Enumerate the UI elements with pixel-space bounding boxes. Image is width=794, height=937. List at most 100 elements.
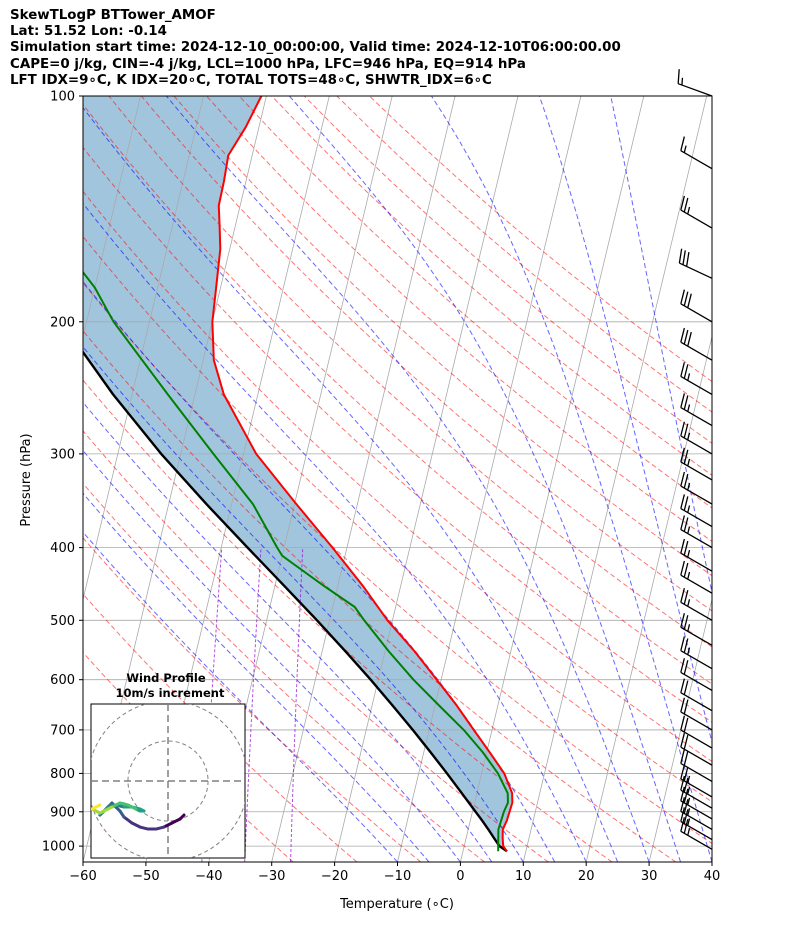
wind-barb-staff — [680, 209, 713, 229]
isotherm-line — [397, 96, 582, 862]
wind-barb-feather — [680, 658, 685, 673]
wind-barb-feather — [680, 775, 685, 791]
wind-barb-feather — [683, 449, 689, 465]
isotherm-line — [648, 597, 712, 862]
wind-barb-feather — [683, 809, 689, 824]
wind-barb-feather — [680, 732, 685, 748]
wind-barb-feather — [683, 562, 689, 578]
wind-barb — [680, 697, 713, 731]
wind-barb-half-feather — [687, 505, 691, 513]
wind-barb — [680, 538, 713, 572]
wind-barb-feather — [680, 715, 685, 731]
moist-adiabat — [166, 96, 650, 862]
wind-barb-feather — [683, 638, 689, 653]
dry-adiabat — [83, 282, 712, 845]
x-tick-label: 10 — [515, 869, 532, 884]
wind-barb-feather — [680, 494, 685, 509]
y-tick-label: 300 — [50, 447, 75, 462]
wind-barb — [680, 588, 713, 621]
wind-barb — [680, 327, 713, 361]
axes: −60 −50 −40 −30 −20 −10 0 10 20 30 40 100 200 300 400 5… — [42, 90, 720, 885]
wind-barb — [680, 636, 713, 670]
dry-adiabat — [173, 96, 712, 577]
hodograph-ring — [127, 740, 209, 822]
wind-barb-staff — [680, 406, 713, 427]
moist-adiabat — [83, 202, 587, 862]
wind-barb-half-feather — [687, 458, 691, 467]
wind-barb-feather — [680, 697, 685, 713]
wind-barb-feather — [680, 817, 685, 832]
wind-barb-feather — [680, 764, 685, 780]
hodograph-segment — [122, 815, 134, 825]
dry-adiabat — [303, 96, 712, 444]
wind-barb-half-feather — [687, 571, 691, 580]
wind-barb-feather — [682, 250, 686, 265]
wind-barb-feather — [683, 473, 689, 489]
wind-barb-staff — [679, 262, 713, 279]
wind-barb-half-feather — [687, 482, 691, 491]
wind-barb-half-feather — [687, 797, 691, 806]
wind-barb — [680, 775, 713, 809]
wind-barb-feather — [683, 364, 689, 379]
isotherm-line — [83, 96, 204, 602]
wind-barb-feather — [687, 293, 692, 308]
wind-barb — [680, 817, 713, 850]
dry-adiabat — [206, 96, 712, 542]
wind-barb-feather — [685, 251, 690, 267]
cape-line: CAPE=0 j/kg, CIN=-4 j/kg, LCL=1000 hPa, … — [10, 56, 526, 72]
wind-barb-staff — [680, 830, 713, 850]
dry-adiabat — [141, 96, 712, 612]
wind-barb-feather — [683, 734, 689, 750]
wind-barb-staff — [680, 711, 713, 731]
location-line: Lat: 51.52 Lon: -0.14 — [10, 24, 167, 40]
dry-adiabat — [83, 330, 677, 862]
chart-title: SkewTLogP BTTower_AMOF — [10, 8, 216, 23]
wind-barb-half-feather — [687, 599, 691, 607]
hodograph: Wind Profile 10m/s increment — [90, 671, 246, 859]
wind-barb — [680, 136, 713, 170]
wind-barb — [680, 362, 713, 396]
wind-barb — [680, 715, 713, 749]
y-tick-label: 800 — [50, 767, 75, 782]
x-tick-label: 0 — [456, 869, 464, 884]
wind-barb-half-feather — [687, 373, 691, 381]
wind-barb-half-feather — [683, 145, 687, 153]
x-tick-label: −40 — [195, 869, 222, 884]
wind-barb-feather — [680, 678, 685, 693]
wind-barb-staff — [680, 650, 713, 670]
wind-barb-feather — [683, 590, 689, 605]
cape-fill-layer — [83, 96, 513, 852]
wind-barb — [680, 732, 713, 766]
chart-header: SkewTLogP BTTower_AMOF Lat: 51.52 Lon: -… — [10, 8, 621, 89]
y-tick-label: 700 — [50, 723, 75, 738]
wind-barb-staff — [677, 83, 713, 97]
isotherm-line — [0, 96, 15, 862]
dry-adiabat — [271, 96, 712, 476]
x-tick-label: −30 — [258, 869, 285, 884]
moist-adiabat — [83, 106, 619, 862]
wind-barb — [680, 749, 713, 783]
moist-adiabats — [83, 96, 712, 862]
wind-barb-feather — [683, 197, 689, 213]
isotherm-line — [585, 334, 712, 862]
x-tick-label: −20 — [321, 869, 348, 884]
wind-barb-feather — [683, 699, 689, 715]
wind-barb-staff — [680, 485, 713, 505]
y-tick-label: 200 — [50, 315, 75, 330]
wind-barb-half-feather — [687, 624, 691, 632]
isotherm-line — [522, 96, 708, 862]
wind-barb-feather — [680, 393, 685, 408]
wind-barb-feather — [683, 395, 689, 410]
wind-barb-feather — [680, 136, 685, 151]
wind-barb-half-feather — [687, 549, 691, 558]
wind-barb — [680, 494, 713, 528]
moist-adiabat — [83, 449, 461, 862]
wind-barb-feather — [683, 517, 689, 532]
parcel-line — [83, 350, 508, 853]
wind-barb-feather — [683, 777, 689, 793]
isotherm-line — [271, 96, 456, 862]
wind-barb-staff — [680, 671, 713, 691]
wind-barb-staff — [680, 303, 713, 323]
wind-barb-feather — [683, 819, 689, 834]
wind-barb-feather — [680, 362, 685, 377]
